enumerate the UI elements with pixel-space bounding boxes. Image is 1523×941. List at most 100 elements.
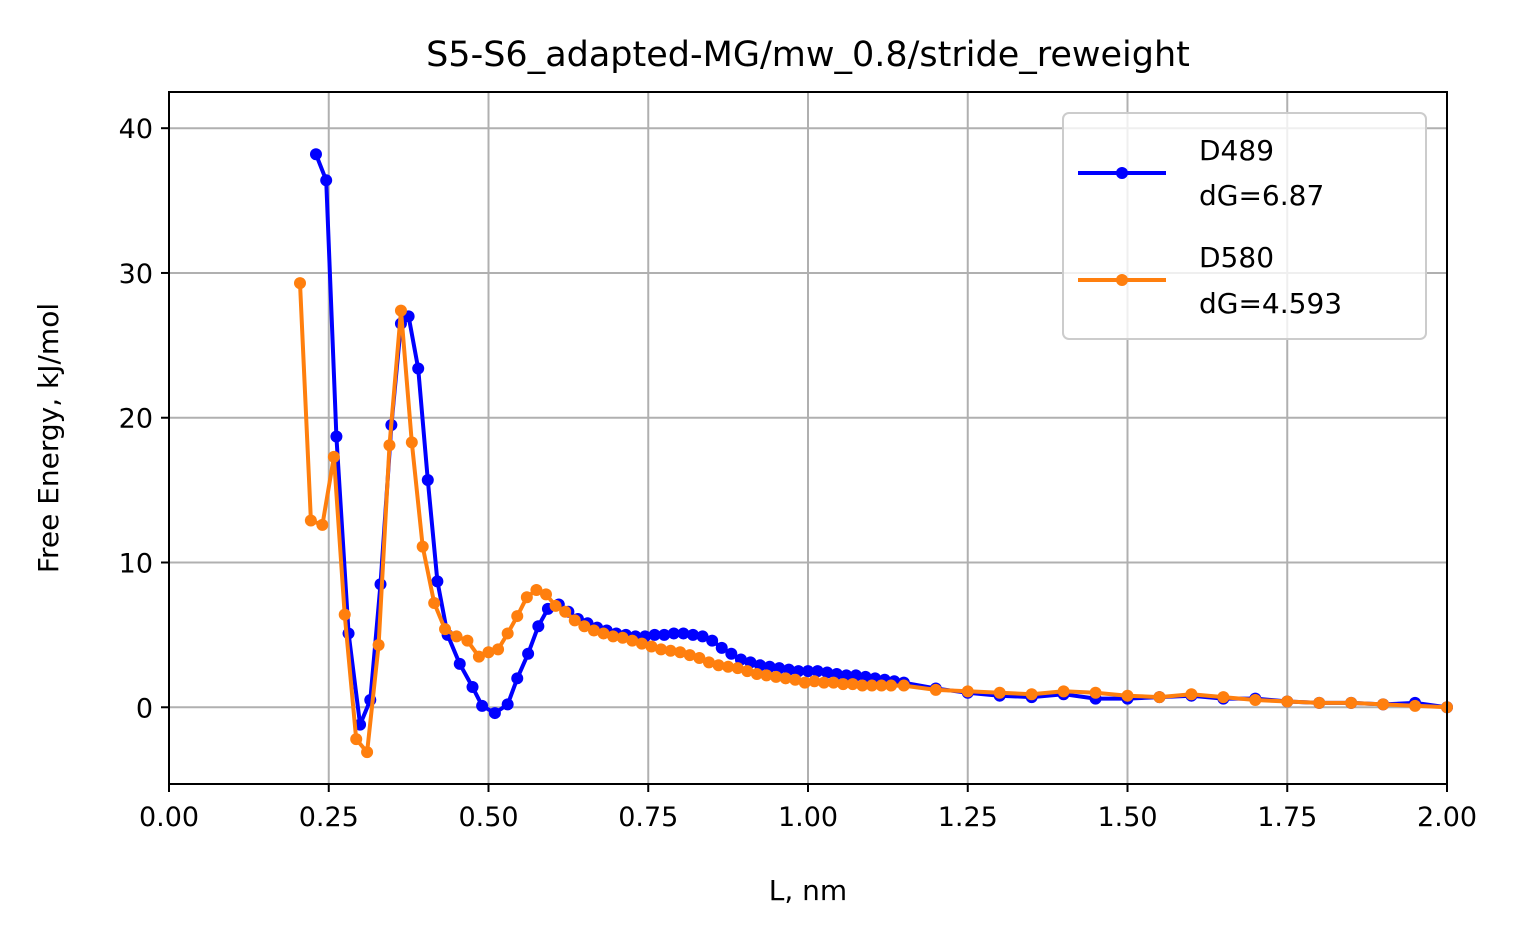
data-point-d580 xyxy=(1121,689,1134,702)
data-point-d580 xyxy=(559,605,572,618)
legend: D489 dG=6.87 D580 dG=4.593 xyxy=(1062,112,1427,340)
data-point-d580 xyxy=(540,588,553,601)
data-point-d580 xyxy=(846,678,859,691)
data-point-d580 xyxy=(683,649,696,662)
data-point-d580 xyxy=(1313,696,1326,709)
data-point-d580 xyxy=(827,676,840,689)
series-layer xyxy=(293,148,1453,759)
data-point-d489 xyxy=(412,362,425,375)
data-point-d580 xyxy=(1281,695,1294,708)
data-point-d580 xyxy=(293,277,306,290)
data-point-d580 xyxy=(885,679,898,692)
data-point-d580 xyxy=(875,679,888,692)
x-tick-label: 0.00 xyxy=(139,802,199,833)
data-point-d489 xyxy=(821,666,834,679)
data-point-d580 xyxy=(616,631,629,644)
x-tick-label: 2.00 xyxy=(1417,802,1477,833)
data-point-d580 xyxy=(350,733,363,746)
data-point-d580 xyxy=(472,650,485,663)
data-point-d580 xyxy=(1249,694,1262,707)
data-point-d580 xyxy=(1409,699,1422,712)
data-point-d580 xyxy=(549,599,562,612)
data-point-d580 xyxy=(1377,698,1390,711)
data-point-d580 xyxy=(664,644,677,657)
data-point-d489 xyxy=(309,148,322,161)
x-tick-label: 1.75 xyxy=(1257,802,1317,833)
chart-title: S5-S6_adapted-MG/mw_0.8/stride_reweight xyxy=(426,35,1190,75)
data-point-d489 xyxy=(532,620,545,633)
data-point-d580 xyxy=(750,667,763,680)
data-point-d489 xyxy=(667,627,680,640)
y-tick-label: 20 xyxy=(119,404,153,435)
y-tick-label: 30 xyxy=(119,259,153,290)
data-point-d580 xyxy=(722,660,735,673)
data-point-d580 xyxy=(439,623,452,636)
data-point-d580 xyxy=(501,627,514,640)
data-point-d580 xyxy=(316,518,329,531)
legend-marker-d489 xyxy=(1116,167,1128,179)
data-point-d580 xyxy=(597,627,610,640)
data-point-d489 xyxy=(421,473,434,486)
data-point-d580 xyxy=(1025,688,1038,701)
data-point-d580 xyxy=(361,746,374,759)
data-point-d489 xyxy=(696,630,709,643)
data-point-d489 xyxy=(453,657,466,670)
data-point-d489 xyxy=(706,634,719,647)
data-point-d489 xyxy=(330,430,343,443)
ticks: 0.00 0.25 0.50 0.75 1.00 1.25 1.50 1.75 2.00 0 10 2… xyxy=(119,114,1477,833)
data-point-d489 xyxy=(320,174,333,187)
data-point-d580 xyxy=(655,643,668,656)
data-point-d580 xyxy=(383,439,396,452)
data-point-d580 xyxy=(405,436,418,449)
data-point-d580 xyxy=(961,685,974,698)
data-point-d580 xyxy=(702,656,715,669)
data-point-d580 xyxy=(492,643,505,656)
data-point-d580 xyxy=(428,597,441,610)
data-point-d489 xyxy=(501,698,514,711)
legend-label-d580: D580 xyxy=(1199,241,1274,274)
data-point-d580 xyxy=(865,679,878,692)
y-tick-label: 0 xyxy=(136,693,153,724)
data-point-d489 xyxy=(677,627,690,640)
data-point-d580 xyxy=(578,620,591,633)
x-tick-label: 0.25 xyxy=(299,802,359,833)
data-point-d580 xyxy=(587,624,600,637)
legend-marker-d580 xyxy=(1116,274,1128,286)
data-point-d580 xyxy=(450,630,463,643)
data-point-d580 xyxy=(779,672,792,685)
data-point-d580 xyxy=(416,540,429,553)
data-point-d580 xyxy=(530,584,543,597)
data-point-d489 xyxy=(658,628,671,641)
data-point-d580 xyxy=(482,646,495,659)
x-tick-label: 0.75 xyxy=(618,802,678,833)
data-point-d580 xyxy=(520,591,533,604)
y-tick-label: 40 xyxy=(119,114,153,145)
data-point-d580 xyxy=(856,679,869,692)
x-axis-label: L, nm xyxy=(769,874,847,907)
data-point-d580 xyxy=(394,304,407,317)
data-point-d580 xyxy=(1345,696,1358,709)
data-point-d489 xyxy=(431,575,444,588)
x-tick-label: 0.50 xyxy=(458,802,518,833)
data-point-d580 xyxy=(712,659,725,672)
data-point-d489 xyxy=(715,641,728,654)
data-point-d580 xyxy=(511,610,524,623)
data-point-d489 xyxy=(488,707,501,720)
data-point-d580 xyxy=(798,676,811,689)
data-point-d580 xyxy=(731,662,744,675)
data-point-d580 xyxy=(897,679,910,692)
x-tick-label: 1.00 xyxy=(778,802,838,833)
data-point-d489 xyxy=(476,699,489,712)
data-point-d580 xyxy=(568,614,581,627)
data-point-d489 xyxy=(802,665,814,678)
data-point-d580 xyxy=(993,686,1006,699)
data-point-d580 xyxy=(1153,691,1166,704)
data-point-d580 xyxy=(372,639,385,652)
legend-dg-d580: dG=4.593 xyxy=(1199,287,1342,320)
data-point-d580 xyxy=(1089,686,1102,699)
data-point-d580 xyxy=(1217,691,1230,704)
data-point-d580 xyxy=(304,514,317,527)
data-point-d489 xyxy=(811,665,824,678)
data-point-d580 xyxy=(1185,688,1198,701)
